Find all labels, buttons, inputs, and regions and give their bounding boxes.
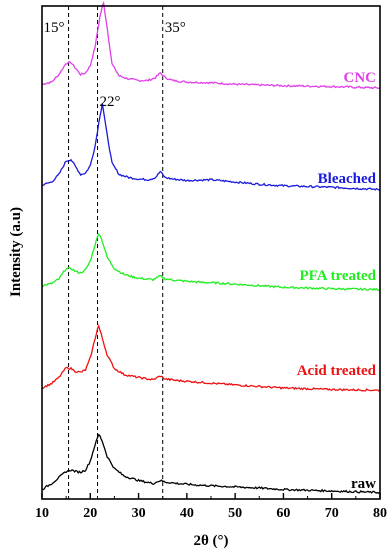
x-tick-label: 30 (132, 506, 146, 521)
y-axis-title: Intensity (a.u) (8, 207, 24, 297)
y-axis-title-text: Intensity (a.u) (8, 207, 24, 297)
series-line (41, 323, 381, 392)
series-label: CNC (344, 70, 377, 86)
peak-label: 15° (44, 20, 65, 36)
x-tick-label: 50 (228, 506, 242, 521)
peak-label: 35° (165, 20, 186, 36)
x-axis-ticks: 10 20 30 40 50 60 70 80 (35, 493, 387, 521)
series-line (41, 103, 381, 191)
series-labels: CNC Bleached PFA treated Acid treated raw (297, 70, 377, 492)
peak-label: 22° (100, 94, 121, 110)
series-line (41, 433, 381, 495)
x-tick-label: 20 (83, 506, 97, 521)
series-label: Bleached (318, 171, 377, 187)
x-axis-title: 2θ (°) (193, 533, 228, 549)
x-tick-label: 10 (35, 506, 49, 521)
x-tick-label: 70 (325, 506, 339, 521)
x-tick-label: 40 (180, 506, 194, 521)
series-line (41, 0, 381, 90)
peak-labels: 15° 22° 35° (44, 20, 186, 110)
series-curves (41, 0, 381, 495)
series-label: PFA treated (299, 268, 376, 284)
x-tick-label: 80 (373, 506, 387, 521)
series-label: raw (351, 476, 376, 492)
x-axis-title-text: 2θ (°) (193, 533, 228, 549)
series-line (41, 233, 381, 292)
x-tick-label: 60 (276, 506, 290, 521)
reference-lines (68, 6, 164, 499)
series-label: Acid treated (297, 363, 377, 379)
